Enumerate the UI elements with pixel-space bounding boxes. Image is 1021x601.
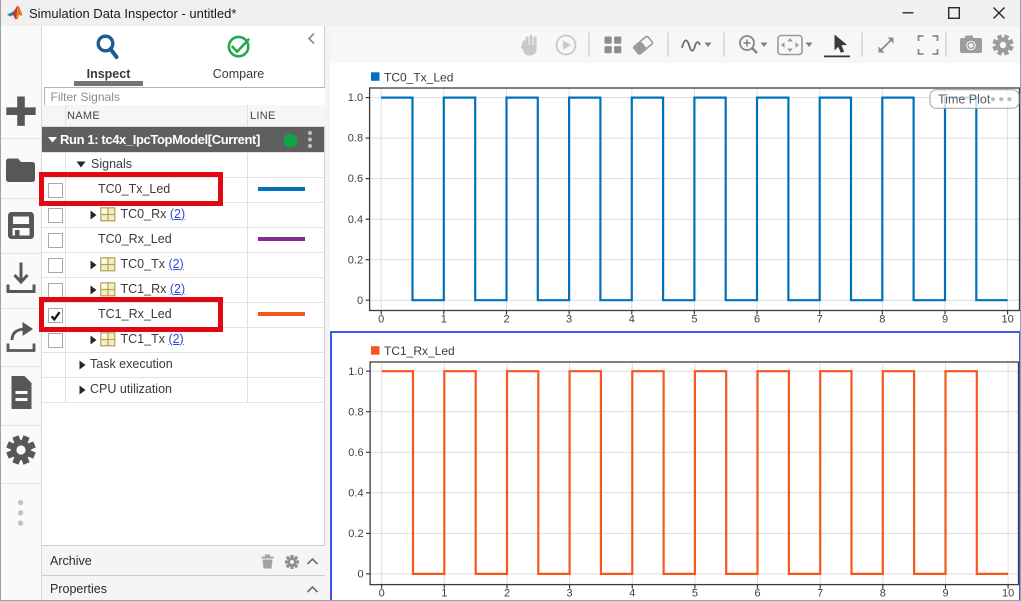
svg-text:1.0: 1.0 (348, 365, 363, 377)
svg-text:0.2: 0.2 (348, 254, 363, 266)
svg-text:6: 6 (754, 587, 760, 599)
svg-text:0.6: 0.6 (348, 446, 363, 458)
svg-text:1: 1 (441, 587, 447, 599)
svg-text:0.4: 0.4 (348, 487, 363, 499)
svg-text:5: 5 (691, 314, 697, 326)
svg-text:3: 3 (566, 314, 572, 326)
svg-text:3: 3 (566, 587, 572, 599)
svg-text:10: 10 (1001, 314, 1013, 326)
svg-text:5: 5 (691, 587, 697, 599)
svg-text:8: 8 (879, 314, 885, 326)
svg-text:Time Plot: Time Plot (938, 92, 991, 106)
svg-text:4: 4 (629, 587, 635, 599)
svg-text:0.6: 0.6 (348, 173, 363, 185)
svg-text:TC1_Rx_Led: TC1_Rx_Led (384, 344, 455, 358)
svg-text:1: 1 (441, 314, 447, 326)
svg-text:0: 0 (357, 568, 363, 580)
svg-text:9: 9 (942, 587, 948, 599)
svg-text:0.4: 0.4 (348, 214, 363, 226)
svg-text:TC0_Tx_Led: TC0_Tx_Led (384, 70, 453, 84)
svg-text:0.8: 0.8 (348, 406, 363, 418)
svg-text:10: 10 (1001, 587, 1013, 599)
svg-text:7: 7 (817, 587, 823, 599)
svg-text:0.2: 0.2 (348, 528, 363, 540)
svg-text:7: 7 (817, 314, 823, 326)
svg-text:0: 0 (378, 587, 384, 599)
svg-text:2: 2 (503, 314, 509, 326)
svg-text:0.8: 0.8 (348, 133, 363, 145)
svg-text:2: 2 (503, 587, 509, 599)
svg-text:9: 9 (942, 314, 948, 326)
svg-text:4: 4 (629, 314, 635, 326)
svg-text:0: 0 (357, 295, 363, 307)
svg-text:0: 0 (378, 314, 384, 326)
svg-text:8: 8 (879, 587, 885, 599)
svg-text:6: 6 (754, 314, 760, 326)
svg-text:1.0: 1.0 (348, 92, 363, 104)
